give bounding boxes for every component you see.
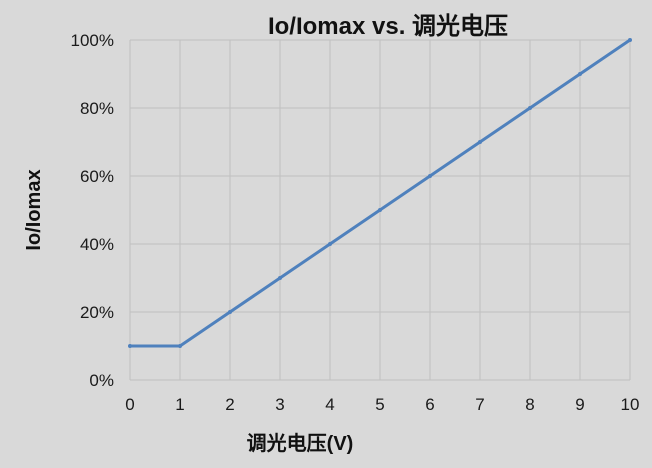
data-point [478,140,482,144]
y-tick-label: 100% [71,31,114,50]
data-point [528,106,532,110]
x-tick-label: 9 [575,395,584,414]
y-tick-labels: 0% 20% 40% 60% 80% 100% [71,31,114,390]
x-tick-labels: 0 1 2 3 4 5 6 7 8 9 10 [125,395,639,414]
data-point [428,174,432,178]
x-tick-label: 2 [225,395,234,414]
x-tick-label: 3 [275,395,284,414]
y-tick-label: 60% [80,167,114,186]
y-tick-label: 20% [80,303,114,322]
data-point [278,276,282,280]
x-tick-label: 0 [125,395,134,414]
x-tick-label: 7 [475,395,484,414]
x-tick-label: 1 [175,395,184,414]
x-tick-label: 10 [621,395,640,414]
series-layer [128,38,632,348]
y-tick-label: 0% [89,371,114,390]
y-axis-label: Io/Iomax [23,169,45,250]
y-tick-label: 80% [80,99,114,118]
data-point [328,242,332,246]
gridlines [129,39,631,381]
x-tick-label: 4 [325,395,334,414]
data-point [628,38,632,42]
x-tick-label: 5 [375,395,384,414]
x-axis-label: 调光电压(V) [247,432,354,455]
data-point [128,344,132,348]
data-point [578,72,582,76]
data-point [378,208,382,212]
x-tick-label: 8 [525,395,534,414]
x-tick-label: 6 [425,395,434,414]
data-point [228,310,232,314]
y-tick-label: 40% [80,235,114,254]
data-point [178,344,182,348]
chart-title: Io/Iomax vs. 调光电压 [268,13,508,40]
